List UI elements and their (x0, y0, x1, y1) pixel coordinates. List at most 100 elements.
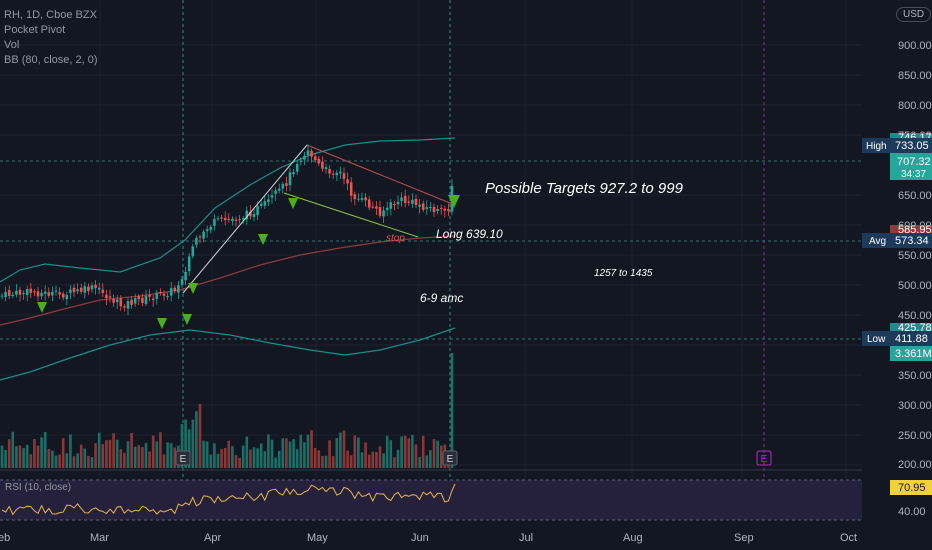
rsi-legend[interactable]: RSI (10, close) (5, 482, 71, 493)
volume-bar (421, 435, 425, 468)
volume-bar (306, 434, 310, 468)
candle-body (259, 203, 263, 206)
avg-value-tag (890, 233, 932, 248)
candle-body (263, 201, 267, 206)
candle-body (299, 160, 303, 162)
volume-bar (227, 440, 231, 468)
candle-body (292, 172, 295, 174)
candle-body (378, 206, 382, 216)
candle-body (346, 179, 349, 184)
candle-body (15, 290, 18, 295)
rsi-value: 70.95 (898, 482, 926, 494)
targets-annotation[interactable]: Possible Targets 927.2 to 999 (485, 180, 684, 197)
candle-body (54, 290, 58, 292)
volume-bar (162, 454, 166, 468)
trend-line-upper-flag[interactable] (306, 144, 456, 206)
stop-annotation[interactable]: stop (386, 233, 405, 244)
currency-button[interactable]: USD (896, 7, 932, 22)
indicator-pocket-pivot[interactable]: Pocket Pivot (4, 24, 66, 36)
volume-bar (360, 452, 364, 468)
candle-body (119, 298, 123, 307)
svg-text:350.00: 350.00 (898, 370, 932, 382)
avg-label-tag (862, 233, 890, 248)
volume-bar (216, 453, 220, 468)
earnings-markers[interactable]: E E E (175, 450, 772, 466)
volume-bar (256, 448, 259, 468)
volume-bar (396, 449, 400, 468)
volume-bars (0, 353, 454, 468)
candle-body (234, 219, 238, 221)
volume-bar (159, 432, 162, 468)
candle-body (411, 199, 414, 204)
candle-body (249, 211, 252, 217)
volume-tag (890, 346, 932, 361)
indicator-bollinger[interactable]: BB (80, close, 2, 0) (4, 54, 98, 66)
volume-bar (450, 353, 454, 468)
volume-bar (317, 450, 321, 468)
candle-body (198, 236, 202, 238)
high-label: High (866, 141, 887, 152)
candle-body (324, 167, 328, 170)
symbol-title[interactable]: RH, 1D, Cboe BZX (4, 9, 97, 21)
candle-body (439, 207, 443, 209)
volume-bar (130, 432, 133, 468)
svg-text:650.00: 650.00 (898, 190, 932, 202)
volume-bar (76, 453, 79, 468)
volume-bar (151, 435, 155, 468)
chart-legend[interactable]: RH, 1D, Cboe BZX Pocket Pivot Vol BB (80… (4, 8, 98, 68)
candle-body (83, 286, 87, 293)
volume-bar (342, 430, 346, 468)
volume-bar (249, 449, 252, 468)
triangle-down-icon (288, 198, 298, 209)
volume-bar (375, 451, 378, 468)
low-value: 411.88 (895, 333, 928, 345)
volume-bar (213, 443, 216, 468)
candle-body (310, 150, 313, 157)
trend-line-lower-flag[interactable] (283, 192, 419, 238)
earnings-date-annotation[interactable]: 6-9 amc (420, 291, 463, 305)
volume-bar (7, 439, 11, 468)
trend-line-rally[interactable] (182, 144, 308, 294)
volume-bar (252, 447, 256, 468)
candle-body (418, 204, 421, 207)
volume-bar (285, 438, 288, 468)
range-annotation[interactable]: 1257 to 1435 (594, 268, 653, 279)
volume-bar (11, 431, 15, 468)
triangle-down-icon (188, 283, 198, 294)
candle-body (101, 289, 105, 293)
candle-body (108, 296, 112, 298)
long-annotation[interactable]: Long 639.10 (436, 227, 503, 241)
candle-body (25, 289, 29, 295)
volume-bar (389, 440, 393, 468)
candle-body (202, 231, 205, 239)
indicator-volume[interactable]: Vol (4, 39, 20, 51)
high-value: 733.05 (895, 140, 929, 152)
candle-body (213, 218, 216, 226)
candle-body (76, 289, 79, 292)
volume-bar (288, 441, 292, 468)
low-label: Low (867, 334, 886, 345)
candle-body (159, 291, 162, 293)
volume-bar (425, 455, 429, 468)
low-value-tag (890, 331, 932, 346)
volume-bar (94, 443, 97, 468)
candle-body (339, 171, 342, 174)
candle-body (447, 209, 450, 211)
volume-bar (90, 457, 94, 468)
volume-bar (144, 442, 148, 468)
candle-body (148, 294, 151, 297)
candle-body (364, 197, 367, 201)
time-axis-background[interactable] (0, 525, 862, 550)
rsi-background (0, 480, 862, 520)
candle-body (303, 155, 306, 160)
candle-body (241, 218, 245, 220)
volume-bar (79, 444, 83, 468)
volume-bar (205, 441, 209, 468)
candle-body (97, 287, 101, 290)
candle-body (342, 173, 346, 179)
volume-bar (324, 455, 328, 468)
candle-body (43, 291, 47, 294)
candle-body (72, 287, 76, 293)
price-axis-background[interactable] (862, 0, 932, 550)
